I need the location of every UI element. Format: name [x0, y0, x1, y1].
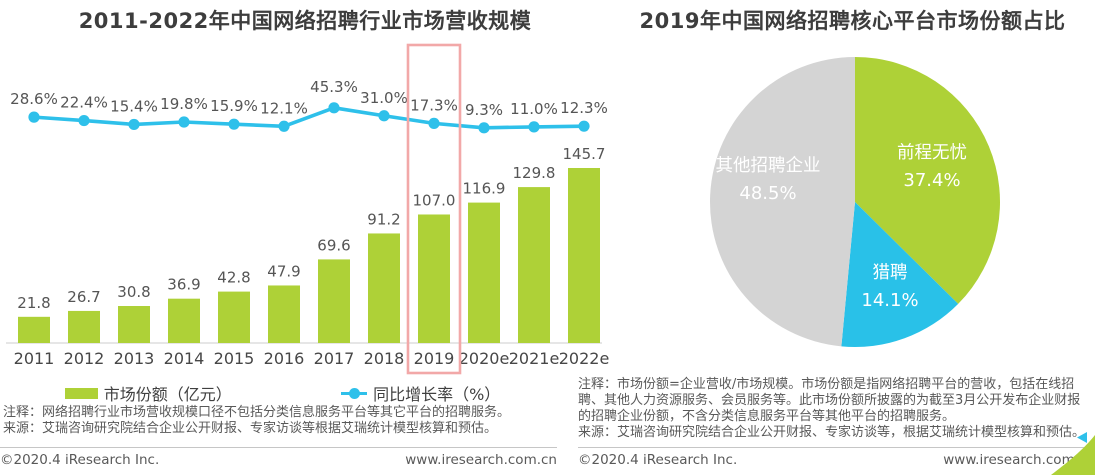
- svg-text:22.4%: 22.4%: [60, 94, 108, 112]
- svg-text:37.4%: 37.4%: [903, 170, 960, 191]
- svg-text:17.3%: 17.3%: [410, 96, 458, 114]
- svg-text:2015: 2015: [214, 349, 255, 368]
- legend-item-line: 同比增长率（%）: [341, 381, 500, 405]
- svg-text:47.9: 47.9: [267, 262, 300, 280]
- svg-text:其他招聘企业: 其他招聘企业: [716, 156, 821, 176]
- right-chart-title: 2019年中国网络招聘核心平台市场份额占比: [639, 9, 1066, 33]
- swoosh-blue-shape: [1077, 432, 1087, 443]
- copyright-left: ©2020.4 iResearch Inc.: [0, 452, 160, 468]
- left-notes: 注释：网络招聘行业市场营收规模口径不包括分类信息服务平台等其它平台的招聘服务。 …: [3, 405, 543, 437]
- bar-line-chart: 21.8 2011 26.7 2012 30.8 2013 36.9 2014 42.8 2015…: [6, 43, 610, 375]
- svg-text:28.6%: 28.6%: [10, 90, 58, 108]
- website-left: www.iresearch.com.cn: [405, 452, 557, 468]
- svg-text:2019: 2019: [414, 349, 455, 368]
- svg-text:26.7: 26.7: [67, 288, 100, 306]
- left-source-text: 来源：艾瑞咨询研究院结合企业公开财报、专家访谈等根据艾瑞统计模型核算和预估。: [3, 420, 498, 436]
- svg-text:36.9: 36.9: [167, 276, 200, 294]
- svg-text:19.8%: 19.8%: [160, 95, 208, 113]
- svg-text:2021e: 2021e: [509, 349, 560, 368]
- corner-swoosh-decoration: [1051, 432, 1095, 475]
- pie-chart: 前程无忧 37.4% 猎聘 14.1% 其他招聘企业 48.5%: [710, 57, 1000, 347]
- svg-text:12.3%: 12.3%: [560, 99, 608, 117]
- svg-text:2011: 2011: [14, 349, 55, 368]
- svg-text:15.4%: 15.4%: [110, 97, 158, 115]
- left-footer: ©2020.4 iResearch Inc. www.iresearch.com…: [0, 447, 557, 468]
- right-notes: 注释：市场份额=企业营收/市场规模。市场份额是指网络招聘平台的营收，包括在线招聘…: [578, 377, 1085, 440]
- swoosh-green-shape: [1051, 435, 1095, 475]
- right-footer: ©2020.4 iResearch Inc. www.iresearch.com…: [578, 447, 1095, 468]
- svg-text:107.0: 107.0: [413, 191, 456, 209]
- svg-text:2013: 2013: [114, 349, 155, 368]
- website-right: www.iresearch.com.cn: [943, 452, 1095, 468]
- svg-text:31.0%: 31.0%: [360, 89, 408, 107]
- svg-text:69.6: 69.6: [317, 236, 350, 254]
- bar-series-swatch: [64, 387, 98, 399]
- svg-text:48.5%: 48.5%: [739, 183, 796, 204]
- right-note-text: 注释：市场份额=企业营收/市场规模。市场份额是指网络招聘平台的营收，包括在线招聘…: [578, 377, 1081, 424]
- line-series-swatch: [341, 387, 368, 399]
- svg-text:14.1%: 14.1%: [861, 290, 918, 311]
- svg-text:129.8: 129.8: [513, 164, 556, 182]
- svg-text:15.9%: 15.9%: [210, 97, 258, 115]
- copyright-right: ©2020.4 iResearch Inc.: [578, 452, 738, 468]
- svg-text:45.3%: 45.3%: [310, 78, 358, 96]
- legend-bar-label: 市场份额（亿元）: [103, 385, 232, 404]
- svg-text:30.8: 30.8: [117, 283, 150, 301]
- svg-text:12.1%: 12.1%: [260, 99, 308, 117]
- legend-item-bar: 市场份额（亿元）: [64, 381, 232, 405]
- svg-text:猎聘: 猎聘: [873, 263, 908, 283]
- svg-text:2016: 2016: [264, 349, 305, 368]
- svg-text:9.3%: 9.3%: [465, 101, 503, 119]
- svg-text:2020e: 2020e: [459, 349, 510, 368]
- svg-text:前程无忧: 前程无忧: [897, 143, 967, 163]
- left-chart-title: 2011-2022年中国网络招聘行业市场营收规模: [78, 9, 532, 33]
- svg-text:145.7: 145.7: [563, 145, 606, 163]
- svg-text:2017: 2017: [314, 349, 355, 368]
- svg-text:21.8: 21.8: [17, 294, 50, 312]
- chart-legend: 市场份额（亿元） 同比增长率（%）: [10, 382, 555, 404]
- left-note-text: 注释：网络招聘行业市场营收规模口径不包括分类信息服务平台等其它平台的招聘服务。: [3, 405, 511, 420]
- svg-text:11.0%: 11.0%: [510, 100, 558, 118]
- svg-text:2014: 2014: [164, 349, 205, 368]
- svg-text:91.2: 91.2: [367, 210, 400, 228]
- right-source-text: 来源：艾瑞咨询研究院结合企业公开财报、专家访谈等，根据艾瑞统计模型核算和预估。: [578, 424, 1086, 440]
- svg-text:2022e: 2022e: [559, 349, 610, 368]
- svg-text:2012: 2012: [64, 349, 105, 368]
- svg-text:116.9: 116.9: [463, 180, 506, 198]
- legend-line-label: 同比增长率（%）: [373, 385, 501, 404]
- svg-text:2018: 2018: [364, 349, 405, 368]
- svg-text:42.8: 42.8: [217, 269, 250, 287]
